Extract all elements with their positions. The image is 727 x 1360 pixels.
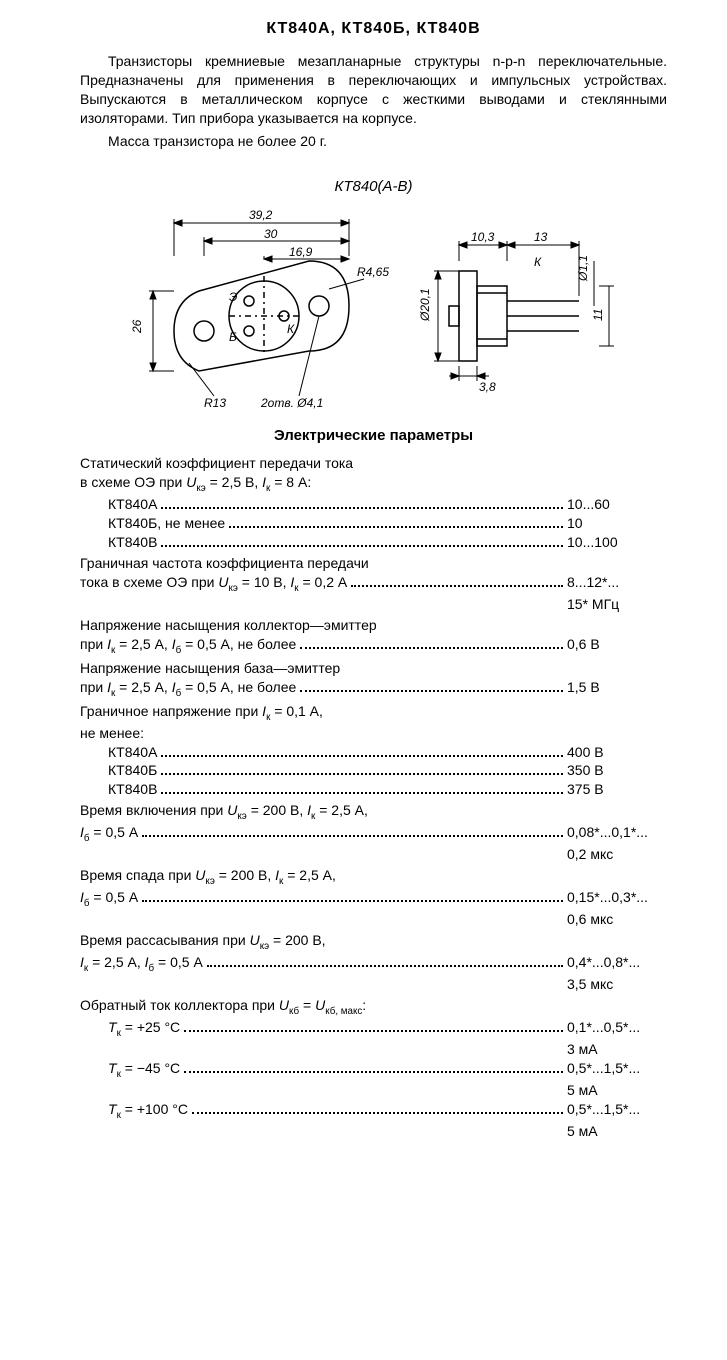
- icbo-t2-label: Tк = −45 °С: [108, 1059, 180, 1081]
- radius-right: R4,65: [357, 265, 389, 279]
- vlim-a-value: 400 В: [567, 743, 667, 762]
- icbo-t2-value2: 5 мА: [567, 1081, 667, 1100]
- holes-label: 2отв. Ø4,1: [260, 396, 323, 410]
- side-dim-b: 13: [534, 230, 548, 244]
- side-diam-body: Ø20,1: [419, 289, 432, 323]
- electrical-params-header: Электрические параметры: [80, 427, 667, 444]
- icbo-t3-value2: 5 мА: [567, 1122, 667, 1141]
- tfall-value2: 0,6 мкс: [567, 910, 667, 929]
- tstor-value1: 0,4*...0,8*...: [567, 953, 667, 972]
- pin-b: Б: [229, 330, 237, 344]
- vlim-v-value: 375 В: [567, 780, 667, 799]
- vlim-v-label: КТ840В: [108, 780, 157, 799]
- pin-k-front: К: [287, 322, 295, 336]
- tstor-line1: Время рассасывания при Uкэ = 200 В,: [80, 931, 667, 953]
- icbo-header: Обратный ток коллектора при Uкб = Uкб, м…: [80, 996, 667, 1018]
- tfall-value1: 0,15*...0,3*...: [567, 888, 667, 907]
- vce-line2: при Iк = 2,5 А, Iб = 0,5 А, не более: [80, 635, 296, 657]
- freq-line1: Граничная частота коэффициента передачи: [80, 554, 667, 573]
- side-diam-pin: Ø1,1: [576, 255, 590, 282]
- icbo-t1-value1: 0,1*...0,5*...: [567, 1018, 667, 1037]
- pin-e: Э: [229, 290, 237, 304]
- gain-block: Статический коэффициент передачи тока в …: [80, 454, 667, 552]
- icbo-t3-value1: 0,5*...1,5*...: [567, 1100, 667, 1119]
- icbo-block: Обратный ток коллектора при Uкб = Uкб, м…: [80, 996, 667, 1141]
- ton-line1: Время включения при Uкэ = 200 В, Iк = 2,…: [80, 801, 667, 823]
- ton-value2: 0,2 мкс: [567, 845, 667, 864]
- package-side-diagram: 10,3 13 К Ø20,1 Ø1,1 11 3,8: [419, 201, 619, 411]
- tfall-block: Время спада при Uкэ = 200 В, Iк = 2,5 А,…: [80, 866, 667, 929]
- ton-block: Время включения при Uкэ = 200 В, Iк = 2,…: [80, 801, 667, 864]
- vlim-b-label: КТ840Б: [108, 761, 157, 780]
- package-front-diagram: 39,2 30 16,9 26 R4,65 R13 2отв. Ø4,1 Э Б…: [129, 201, 389, 411]
- tstor-value2: 3,5 мкс: [567, 975, 667, 994]
- vbe-value: 1,5 В: [567, 678, 667, 697]
- icbo-t1-value2: 3 мА: [567, 1040, 667, 1059]
- gain-v-value: 10...100: [567, 533, 667, 552]
- vlim-line2: не менее:: [80, 724, 667, 743]
- vlim-block: Граничное напряжение при Iк = 0,1 А, не …: [80, 702, 667, 800]
- gain-a-value: 10...60: [567, 495, 667, 514]
- freq-value1: 8...12*...: [567, 573, 667, 592]
- intro-paragraph-2: Масса транзистора не более 20 г.: [80, 132, 667, 151]
- gain-v-label: КТ840В: [108, 533, 157, 552]
- vce-line1: Напряжение насыщения коллектор—эмиттер: [80, 616, 667, 635]
- intro-paragraph-1: Транзисторы кремниевые мезапланарные стр…: [80, 52, 667, 128]
- icbo-t1-label: Tк = +25 °С: [108, 1018, 180, 1040]
- dim-outer: 39,2: [249, 208, 273, 222]
- vbe-line2: при Iк = 2,5 А, Iб = 0,5 А, не более: [80, 678, 296, 700]
- vce-value: 0,6 В: [567, 635, 667, 654]
- gain-a-label: КТ840А: [108, 495, 157, 514]
- vbesat-block: Напряжение насыщения база—эмиттер при Iк…: [80, 659, 667, 700]
- gain-b-label: КТ840Б, не менее: [108, 514, 225, 533]
- icbo-t2-value1: 0,5*...1,5*...: [567, 1059, 667, 1078]
- side-dim-h: 11: [591, 309, 605, 321]
- tstor-line2: Iк = 2,5 А, Iб = 0,5 А: [80, 953, 203, 975]
- icbo-t3-label: Tк = +100 °С: [108, 1100, 188, 1122]
- pin-k-side: К: [534, 255, 542, 269]
- tstor-block: Время рассасывания при Uкэ = 200 В, Iк =…: [80, 931, 667, 994]
- ton-line2: Iб = 0,5 А: [80, 823, 138, 845]
- vcesat-block: Напряжение насыщения коллектор—эмиттер п…: [80, 616, 667, 657]
- ton-value1: 0,08*...0,1*...: [567, 823, 667, 842]
- side-dim-a: 10,3: [471, 230, 495, 244]
- diagram-container: 39,2 30 16,9 26 R4,65 R13 2отв. Ø4,1 Э Б…: [80, 201, 667, 411]
- gain-header-line: Статический коэффициент передачи тока: [80, 454, 667, 473]
- freq-block: Граничная частота коэффициента передачи …: [80, 554, 667, 614]
- gain-b-value: 10: [567, 514, 667, 533]
- vbe-line1: Напряжение насыщения база—эмиттер: [80, 659, 667, 678]
- freq-value2: 15* МГц: [567, 595, 667, 614]
- radius-left: R13: [204, 396, 226, 410]
- vlim-b-value: 350 В: [567, 761, 667, 780]
- diagram-model-label: КТ840(А-В): [80, 178, 667, 195]
- tfall-line1: Время спада при Uкэ = 200 В, Iк = 2,5 А,: [80, 866, 667, 888]
- dim-height: 26: [130, 320, 144, 335]
- side-dim-base: 3,8: [479, 380, 496, 394]
- vlim-a-label: КТ840А: [108, 743, 157, 762]
- tfall-line2: Iб = 0,5 А: [80, 888, 138, 910]
- vlim-line1: Граничное напряжение при Iк = 0,1 А,: [80, 702, 667, 724]
- dim-mid: 30: [264, 227, 278, 241]
- page-title: КТ840А, КТ840Б, КТ840В: [80, 20, 667, 38]
- dim-inner: 16,9: [289, 245, 313, 259]
- freq-line2: тока в схеме ОЭ при Uкэ = 10 В, Iк = 0,2…: [80, 573, 347, 595]
- gain-condition-line: в схеме ОЭ при Uкэ = 2,5 В, Iк = 8 А:: [80, 473, 667, 495]
